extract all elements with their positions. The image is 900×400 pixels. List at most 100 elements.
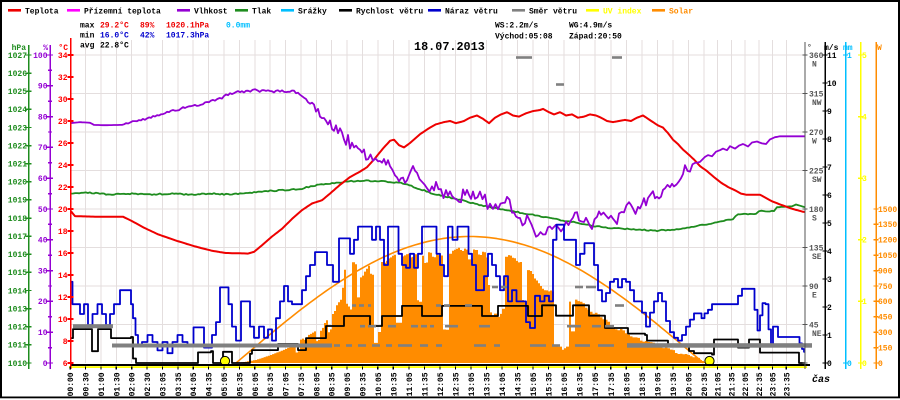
svg-text:0.0mm: 0.0mm (226, 22, 250, 31)
svg-text:NE: NE (812, 330, 822, 339)
svg-text:13:35: 13:35 (484, 372, 493, 396)
svg-text:7: 7 (827, 164, 832, 173)
svg-text:5: 5 (862, 52, 867, 61)
svg-text:Teplota: Teplota (25, 8, 59, 17)
svg-text:1022: 1022 (8, 142, 27, 151)
svg-text:18: 18 (58, 228, 68, 237)
svg-text:20:35: 20:35 (701, 372, 710, 396)
svg-text:1200: 1200 (878, 237, 897, 246)
svg-text:max: max (80, 22, 95, 31)
svg-text:01:30: 01:30 (113, 372, 122, 396)
svg-text:1010: 1010 (8, 360, 27, 369)
svg-text:30: 30 (38, 267, 48, 276)
svg-text:10:05: 10:05 (375, 372, 384, 396)
svg-text:5: 5 (827, 220, 832, 229)
svg-text:17:05: 17:05 (592, 372, 601, 396)
svg-text:70: 70 (38, 144, 48, 153)
svg-text:270: 270 (809, 129, 824, 138)
svg-text:S: S (812, 215, 817, 224)
svg-text:1020.1hPa: 1020.1hPa (166, 22, 209, 31)
svg-text:8: 8 (63, 338, 68, 347)
svg-text:°C: °C (58, 44, 68, 53)
svg-text:90: 90 (809, 283, 819, 292)
svg-text:01:00: 01:00 (98, 372, 107, 396)
svg-text:1019: 1019 (8, 197, 27, 206)
svg-text:11: 11 (827, 52, 837, 61)
svg-text:1021: 1021 (8, 161, 27, 170)
svg-text:18:35: 18:35 (639, 372, 648, 396)
svg-text:1027: 1027 (8, 52, 27, 61)
svg-text:00:00: 00:00 (67, 372, 76, 396)
svg-text:89%: 89% (140, 22, 155, 31)
svg-text:17:35: 17:35 (608, 372, 617, 396)
svg-text:Solar: Solar (669, 8, 693, 17)
svg-text:0: 0 (827, 360, 832, 369)
svg-text:16:05: 16:05 (561, 372, 570, 396)
svg-text:WG:4.9m/s: WG:4.9m/s (569, 22, 612, 31)
svg-text:0: 0 (847, 360, 852, 369)
svg-text:SW: SW (812, 176, 822, 185)
svg-text:10: 10 (827, 80, 837, 89)
svg-text:18:05: 18:05 (623, 372, 632, 396)
svg-text:900: 900 (878, 267, 893, 276)
svg-text:18.07.2013: 18.07.2013 (414, 40, 485, 54)
svg-text:15:35: 15:35 (546, 372, 555, 396)
svg-text:N: N (812, 61, 817, 70)
svg-text:W: W (812, 138, 817, 147)
svg-text:SE: SE (812, 253, 822, 262)
svg-text:300: 300 (878, 329, 893, 338)
svg-text:1: 1 (847, 52, 852, 61)
svg-text:0: 0 (862, 360, 867, 369)
svg-text:03:05: 03:05 (160, 372, 169, 396)
svg-text:22:05: 22:05 (742, 372, 751, 396)
svg-text:19:35: 19:35 (670, 372, 679, 396)
svg-text:°: ° (807, 44, 812, 53)
svg-text:1025: 1025 (8, 88, 27, 97)
svg-text:750: 750 (878, 283, 893, 292)
svg-text:1012: 1012 (8, 324, 27, 333)
svg-text:0: 0 (878, 360, 883, 369)
svg-text:24: 24 (58, 162, 68, 171)
svg-text:23:05: 23:05 (770, 372, 779, 396)
svg-text:10: 10 (38, 329, 48, 338)
svg-text:50: 50 (38, 206, 48, 215)
svg-text:0: 0 (43, 360, 48, 369)
svg-text:6: 6 (827, 192, 832, 201)
svg-text:1016: 1016 (8, 251, 27, 260)
svg-text:22:35: 22:35 (756, 372, 765, 396)
svg-text:34: 34 (58, 52, 68, 61)
svg-text:WS:2.2m/s: WS:2.2m/s (495, 22, 538, 31)
svg-text:13:05: 13:05 (468, 372, 477, 396)
svg-text:20:05: 20:05 (685, 372, 694, 396)
svg-text:14:35: 14:35 (515, 372, 524, 396)
svg-text:1026: 1026 (8, 70, 27, 79)
svg-text:Tlak: Tlak (252, 8, 271, 17)
svg-text:23:35: 23:35 (783, 372, 792, 396)
svg-text:mm: mm (843, 44, 853, 53)
svg-text:Náraz větru: Náraz větru (445, 8, 498, 17)
svg-text:14: 14 (58, 272, 68, 281)
svg-text:30: 30 (58, 96, 68, 105)
svg-text:06:35: 06:35 (267, 372, 276, 396)
svg-text:16: 16 (58, 250, 68, 259)
svg-text:1020: 1020 (8, 179, 27, 188)
svg-text:1017: 1017 (8, 233, 27, 242)
svg-text:1: 1 (827, 332, 832, 341)
svg-text:%: % (43, 44, 48, 53)
svg-text:08:35: 08:35 (329, 372, 338, 396)
svg-text:07:35: 07:35 (298, 372, 307, 396)
svg-text:42%: 42% (140, 32, 155, 41)
svg-text:NW: NW (812, 99, 822, 108)
svg-text:1013: 1013 (8, 305, 27, 314)
svg-text:135: 135 (809, 244, 824, 253)
svg-text:02:00: 02:00 (129, 372, 138, 396)
svg-text:Přízemní teplota: Přízemní teplota (84, 8, 161, 17)
svg-text:1024: 1024 (8, 106, 27, 115)
svg-text:12:05: 12:05 (437, 372, 446, 396)
svg-text:05:05: 05:05 (221, 372, 230, 396)
svg-text:28: 28 (58, 118, 68, 127)
svg-text:90: 90 (38, 83, 48, 92)
svg-text:Východ:05:08: Východ:05:08 (495, 33, 553, 42)
svg-text:1350: 1350 (878, 221, 897, 230)
svg-text:4: 4 (827, 248, 832, 257)
